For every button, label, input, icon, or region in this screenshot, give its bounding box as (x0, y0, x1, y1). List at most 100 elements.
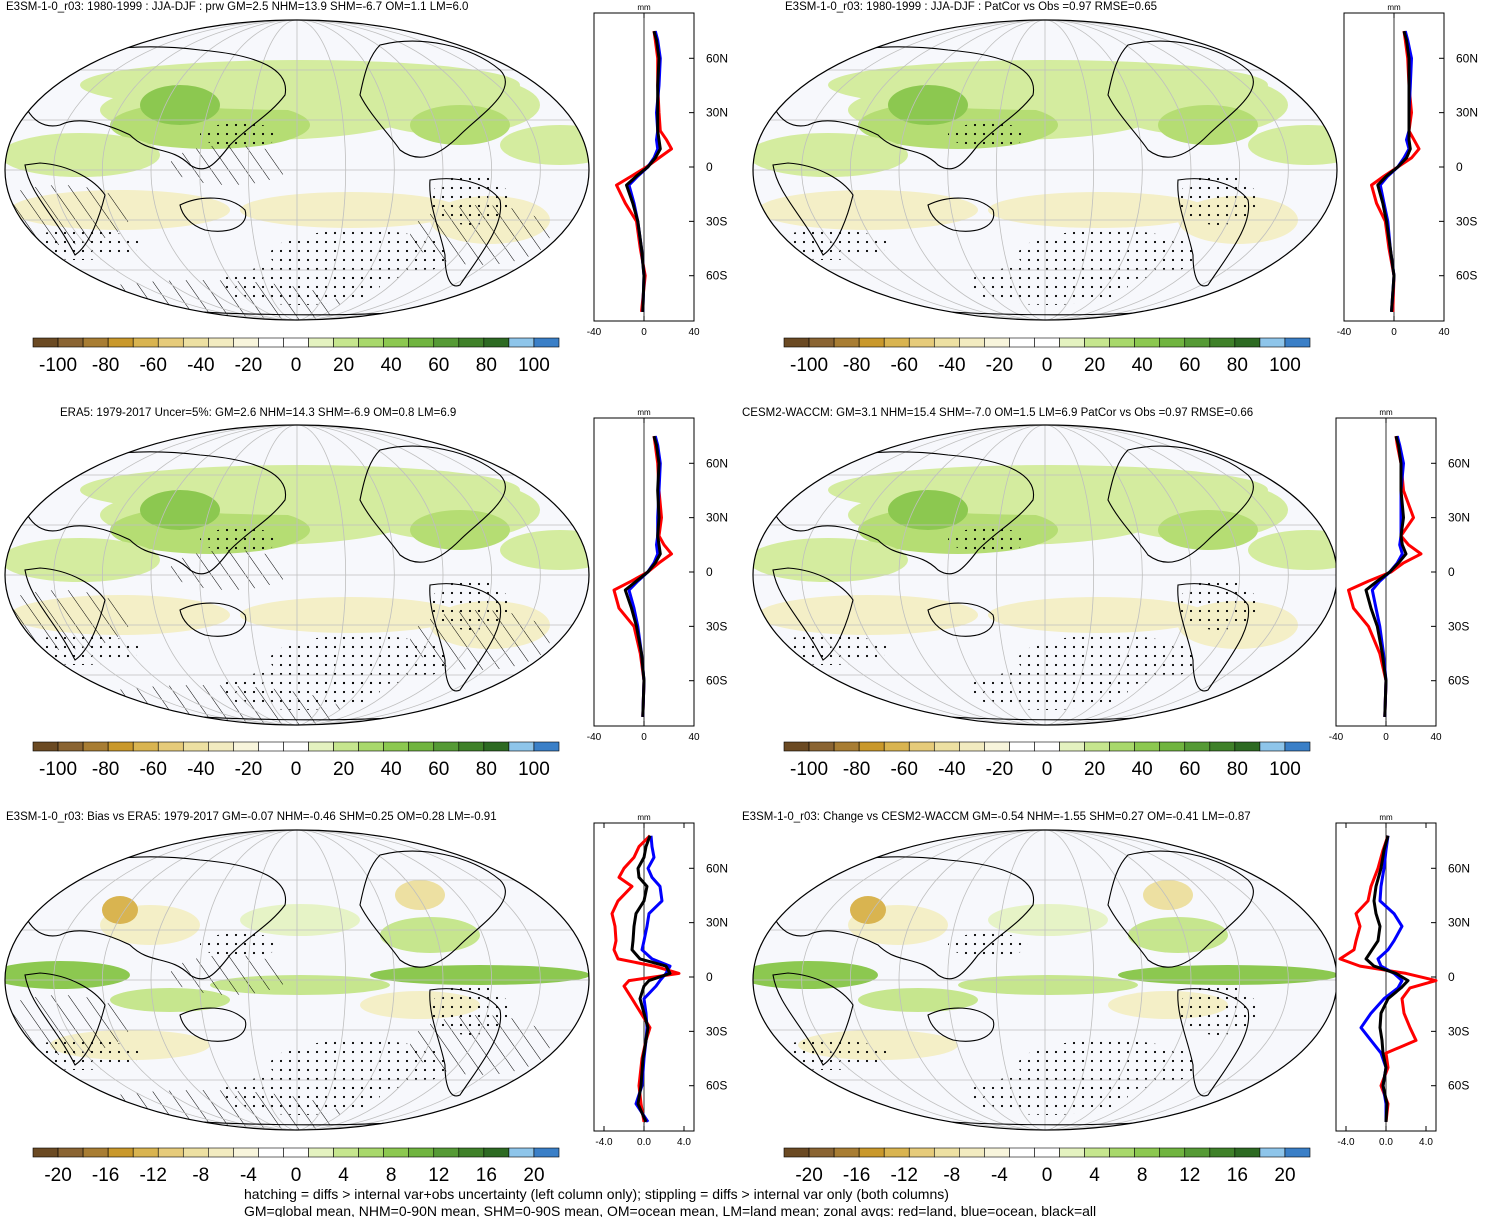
colorbar-tick-label: -20 (795, 1165, 822, 1186)
colorbar: -20 -16 -12 -8 -4 0 4 8 12 16 20 (32, 1147, 560, 1186)
colorbar-swatch (783, 1147, 810, 1158)
colorbar-swatch (208, 1147, 234, 1158)
colorbar-tick-label: -40 (187, 759, 214, 780)
hatching (170, 550, 290, 590)
zonal-lat-label: 60S (706, 1079, 727, 1093)
colorbar-swatch (533, 741, 560, 752)
colorbar-tick-label: -60 (139, 759, 166, 780)
colorbar-swatch (157, 337, 184, 348)
colorbar-tick-label: 0 (291, 759, 302, 780)
graticule (5, 830, 589, 1130)
colorbar-tick-label: -20 (986, 355, 1013, 376)
zonal-mean-plot: mm -40 0 40 60N 30N 0 30S 60S (1329, 408, 1470, 743)
colorbar-swatch (333, 1147, 359, 1158)
colorbar-swatch (1084, 1147, 1110, 1158)
colorbar-swatch (833, 1147, 860, 1158)
field-contour (753, 538, 908, 582)
colorbar-tick-label: 20 (1084, 355, 1105, 376)
colorbar-tick-label: 16 (1227, 1165, 1248, 1186)
zonal-lat-label: 0 (706, 970, 713, 984)
global-map (752, 19, 1338, 321)
colorbar-swatch (808, 741, 835, 752)
colorbar-tick-label: -4 (240, 1165, 257, 1186)
colorbar-swatch (533, 1147, 560, 1158)
colorbar-swatch (208, 741, 234, 752)
colorbar-tick-label: -100 (39, 759, 77, 780)
stippling (1178, 580, 1258, 630)
colorbar-swatch (1009, 741, 1035, 752)
panel-1: E3SM-1-0_r03: 1980-1999 : JJA-DJF : prw … (4, 1, 728, 376)
colorbar-tick-label: 0 (1042, 355, 1053, 376)
colorbar-swatch (1059, 337, 1085, 348)
colorbar-tick-label: 100 (1269, 355, 1301, 376)
colorbar-swatch (1259, 741, 1286, 752)
field-contour (380, 917, 480, 953)
hatching (60, 685, 340, 725)
stippling (968, 670, 1128, 710)
stippling (948, 933, 1028, 957)
colorbar-swatch (433, 741, 460, 752)
colorbar-tick-label: 20 (1084, 759, 1105, 780)
colorbar-tick-label: -100 (790, 355, 828, 376)
colorbar-swatch (1184, 1147, 1211, 1158)
colorbar-swatch (258, 1147, 284, 1158)
zonal-unit: mm (637, 813, 651, 822)
field-contour (1143, 880, 1193, 910)
colorbar-swatch (308, 337, 334, 348)
zonal-lat-label: 30S (706, 1024, 727, 1038)
colorbar-swatch (208, 337, 234, 348)
zonal-line-all (1376, 30, 1412, 313)
colorbar-swatch (808, 337, 835, 348)
colorbar-swatch (883, 337, 910, 348)
zonal-lat-label: 60S (1456, 269, 1477, 283)
panel-title: E3SM-1-0_r03: 1980-1999 : JJA-DJF : PatC… (785, 1, 1157, 13)
colorbar-swatch (1034, 1147, 1060, 1158)
colorbar-tick-label: 12 (428, 1165, 449, 1186)
colorbar-swatch (808, 1147, 835, 1158)
colorbar-swatch (57, 337, 84, 348)
zonal-lat-label: 60N (1448, 456, 1470, 470)
colorbar-swatch (883, 741, 910, 752)
hatching (170, 145, 290, 185)
global-map (752, 424, 1338, 726)
colorbar-tick-label: -40 (938, 355, 965, 376)
zonal-x-tick-label: 40 (688, 732, 700, 743)
colorbar-swatch (1159, 1147, 1186, 1158)
colorbar-swatch (258, 741, 284, 752)
colorbar-tick-label: 60 (428, 355, 449, 376)
zonal-lat-label: 0 (1456, 160, 1463, 174)
field-contour (395, 880, 445, 910)
colorbar-swatch (182, 741, 209, 752)
colorbar-swatch (233, 337, 259, 348)
colorbar-swatch (1109, 1147, 1135, 1158)
panel-6: E3SM-1-0_r03: Change vs CESM2-WACCM GM=-… (742, 811, 1470, 1186)
zonal-unit: mm (1379, 813, 1393, 822)
zonal-lat-label: 30N (1448, 916, 1470, 930)
field-contour (500, 125, 589, 165)
zonal-lat-label: 30S (706, 619, 727, 633)
colorbar-swatch (32, 337, 59, 348)
colorbar-tick-label: -80 (92, 355, 119, 376)
colorbar-swatch (32, 741, 59, 752)
stippling (768, 230, 888, 260)
panel-title: E3SM-1-0_r03: Bias vs ERA5: 1979-2017 GM… (6, 811, 497, 823)
field-contour (758, 595, 978, 635)
colorbar-swatch (308, 1147, 334, 1158)
colorbar-swatch (1234, 741, 1261, 752)
colorbar-swatch (57, 1147, 84, 1158)
colorbar-swatch (984, 741, 1010, 752)
colorbar-tick-label: 20 (1274, 1165, 1295, 1186)
colorbar-swatch (283, 741, 309, 752)
colorbar-swatch (57, 741, 84, 752)
map-outline (4, 19, 590, 321)
colorbar-tick-label: 80 (1227, 355, 1248, 376)
colorbar-tick-label: 4 (338, 1165, 349, 1186)
colorbar-swatch (1134, 741, 1161, 752)
colorbar-swatch (1184, 741, 1211, 752)
colorbar-swatch (1234, 337, 1261, 348)
colorbar-swatch (858, 1147, 885, 1158)
colorbar-tick-label: -20 (44, 1165, 71, 1186)
colorbar-swatch (132, 741, 159, 752)
field-contour (140, 490, 220, 530)
colorbar-tick-label: 16 (476, 1165, 497, 1186)
